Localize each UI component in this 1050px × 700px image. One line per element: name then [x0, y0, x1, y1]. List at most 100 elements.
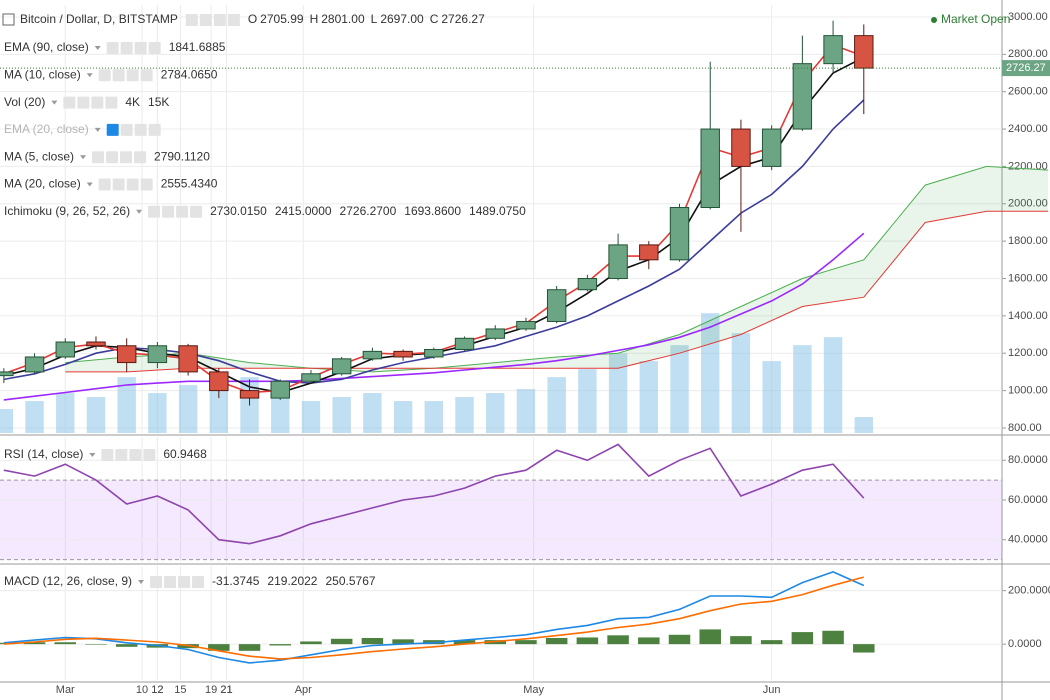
- legend-button: [98, 69, 111, 82]
- ohlc-value: 2801.00: [321, 12, 365, 26]
- x-tick-label: Jun: [763, 684, 781, 696]
- volume-bar: [516, 389, 536, 433]
- histogram-bar: [54, 642, 77, 645]
- legend-value: 15K: [148, 95, 169, 109]
- legend-button: [105, 96, 118, 109]
- candle-body: [270, 380, 290, 399]
- x-tick-label: 19: [205, 684, 217, 696]
- last-price-label: 2726.27: [1006, 62, 1046, 74]
- y-tick-label: 1800.00: [1008, 235, 1048, 247]
- volume-bar: [56, 393, 75, 433]
- candle-body: [55, 341, 75, 358]
- y-tick-label: 3000.00: [1008, 11, 1048, 23]
- legend-button: [134, 42, 147, 54]
- volume-bar: [578, 369, 597, 433]
- x-tick-label: May: [523, 684, 544, 696]
- histogram-bar: [730, 636, 752, 645]
- legend-name: Vol (20): [4, 95, 45, 109]
- collapse-button: [2, 13, 15, 26]
- histogram-bar: [668, 634, 691, 645]
- y-tick-label: 800.00: [1008, 422, 1042, 434]
- last-price-tag: [1002, 60, 1050, 77]
- header-button: [185, 14, 198, 26]
- volume-bar: [363, 393, 382, 433]
- market-status: Market Open: [941, 12, 1010, 26]
- histogram-bar: [85, 644, 107, 645]
- volume-bar: [608, 353, 628, 433]
- volume-bar: [25, 401, 44, 433]
- legend-value: -31.3745: [212, 574, 260, 588]
- candle-body: [854, 35, 874, 69]
- indicator-line: [3, 576, 865, 660]
- legend-button: [120, 42, 133, 54]
- candle-body: [0, 371, 14, 377]
- volume-bar: [117, 377, 136, 433]
- ohlc-label: L: [371, 12, 378, 26]
- legend-value: 2790.1120: [154, 149, 210, 163]
- ohlc-label: C: [430, 12, 439, 26]
- legend-value: 2784.0650: [161, 67, 218, 81]
- volume-bar: [332, 397, 351, 433]
- x-tick-label: 12: [151, 684, 163, 696]
- x-tick-label: Apr: [295, 684, 312, 696]
- legend-button: [148, 205, 161, 218]
- histogram-bar: [453, 640, 476, 645]
- legend-value: 1693.8600: [404, 204, 461, 218]
- candle-body: [669, 207, 690, 261]
- legend-button: [143, 449, 156, 461]
- y-tick-label: 80.0000: [1008, 454, 1048, 466]
- legend-button: [106, 42, 119, 54]
- legend-button: [91, 96, 104, 109]
- legend-value: 2726.2700: [340, 204, 397, 218]
- candle-body: [362, 350, 383, 360]
- legend-button: [77, 96, 90, 109]
- candle-body: [424, 348, 444, 358]
- candle-body: [454, 337, 475, 350]
- legend-name: MA (10, close): [4, 67, 81, 81]
- histogram-bar: [638, 637, 660, 645]
- volume-bar: [86, 397, 106, 433]
- legend-name: MA (5, close): [4, 149, 74, 163]
- histogram-bar: [361, 637, 384, 645]
- candle-body: [546, 289, 567, 322]
- volume-bar: [486, 393, 505, 433]
- volume-bar: [854, 417, 874, 433]
- candle-body: [301, 373, 321, 382]
- legend-dropdown: [80, 155, 87, 160]
- volume-bar: [731, 333, 751, 433]
- legend-button: [63, 96, 76, 109]
- histogram-bar: [269, 644, 292, 646]
- candle-body: [24, 356, 45, 373]
- y-tick-label: 1200.00: [1008, 347, 1048, 359]
- histogram-bar: [300, 641, 322, 645]
- histogram-bar: [115, 644, 138, 647]
- candle-body: [516, 320, 536, 330]
- candle-body: [700, 128, 720, 209]
- legend-button: [129, 449, 142, 461]
- volume-bar: [639, 361, 659, 433]
- volume-bar: [455, 397, 474, 433]
- legend-button: [106, 123, 119, 136]
- legend-name: MACD (12, 26, close, 9): [4, 574, 132, 588]
- histogram-bar: [23, 642, 46, 645]
- volume-bar: [271, 397, 290, 433]
- legend-value: 2730.0150: [210, 204, 267, 218]
- histogram-bar: [208, 644, 230, 651]
- rsi-band: [0, 480, 1002, 560]
- legend-button: [112, 178, 125, 191]
- y-tick-label: 1000.00: [1008, 384, 1048, 396]
- x-tick-label: 21: [220, 684, 232, 696]
- histogram-bar: [238, 644, 261, 651]
- legend-button: [178, 576, 191, 588]
- status-dot: [931, 17, 937, 23]
- legend-dropdown: [86, 182, 93, 187]
- indicator-line: [3, 232, 865, 401]
- histogram-bar: [607, 635, 629, 645]
- candle-body: [823, 35, 843, 65]
- legend-name: EMA (90, close): [4, 40, 89, 54]
- candle-body: [731, 128, 751, 167]
- volume-bar: [393, 401, 413, 433]
- legend-value: 219.2022: [267, 574, 317, 588]
- volume-bar: [0, 409, 14, 433]
